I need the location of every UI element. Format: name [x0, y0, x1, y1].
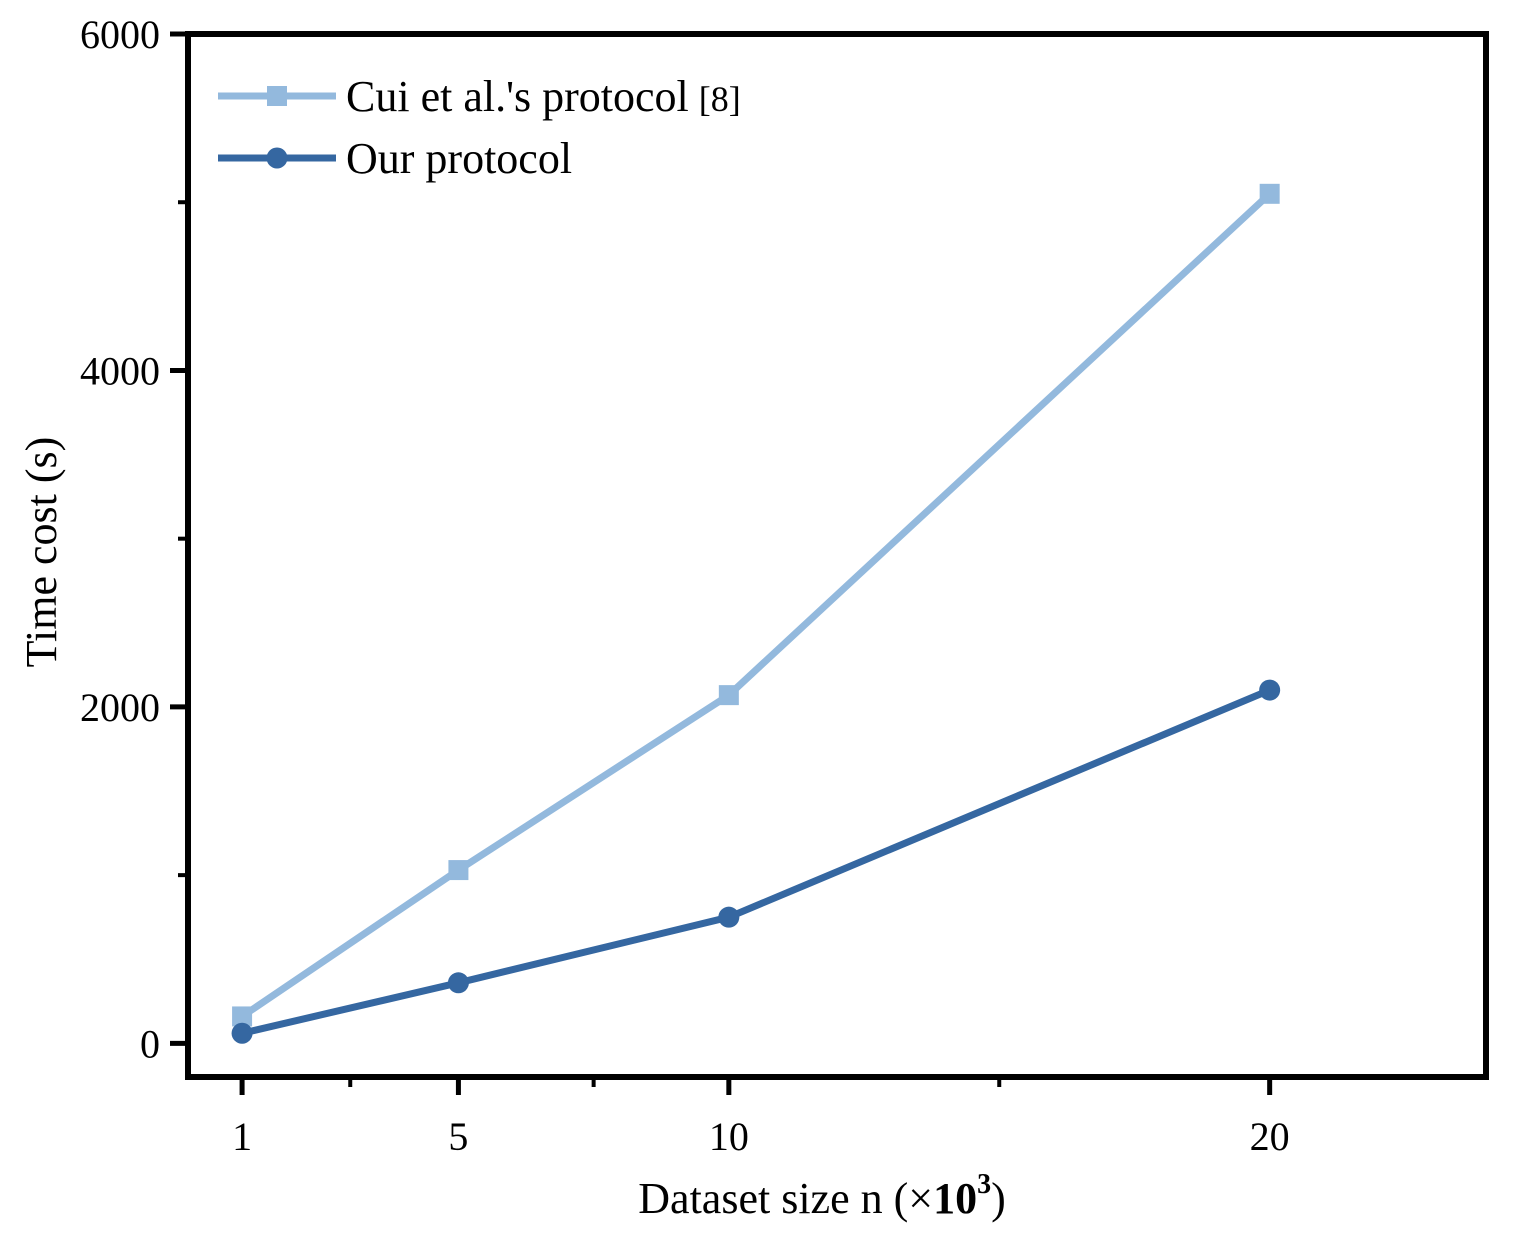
x-axis-label-exp-power: 3: [977, 1169, 991, 1200]
x-tick-label-3: 20: [1250, 1114, 1290, 1159]
legend-label-1: Our protocol: [346, 134, 572, 183]
series-layer: [231, 183, 1281, 1044]
legend-label-0: Cui et al.'s protocol [8]: [346, 72, 741, 121]
legend-ref-0: [8]: [699, 79, 741, 119]
y-tick-label-1: 2000: [80, 685, 160, 730]
x-axis-label-exp-base: 10: [933, 1174, 977, 1223]
x-tick-label-1: 5: [448, 1114, 468, 1159]
x-axis-label-close: ): [991, 1174, 1006, 1223]
series-1-point-0: [231, 1022, 253, 1044]
legend-marker-0: [267, 86, 287, 106]
y-axis-label: Time cost (s): [17, 437, 66, 668]
series-1-point-1: [447, 972, 469, 994]
x-tick-label-0: 1: [232, 1114, 252, 1159]
y-tick-label-3: 6000: [80, 12, 160, 57]
x-axis-label: Dataset size n (×103): [638, 1169, 1005, 1223]
x-tick-label-2: 10: [709, 1114, 749, 1159]
legend-marker-1: [266, 147, 288, 169]
series-1-point-3: [1259, 679, 1281, 701]
series-0-point-2: [718, 685, 739, 706]
plot-frame: [185, 31, 1489, 1080]
legend: Cui et al.'s protocol [8] Our protocol: [218, 72, 741, 183]
y-tick-label-0: 0: [140, 1021, 160, 1066]
series-0-point-1: [448, 860, 469, 881]
y-tick-label-2: 4000: [80, 348, 160, 393]
ticks-layer: 0 2000 4000 6000 1 5 10 20: [80, 12, 1290, 1159]
series-0-point-0: [232, 1006, 253, 1027]
series-line-1: [241, 686, 1272, 1037]
series-1-point-2: [718, 906, 740, 928]
x-axis-label-text: Dataset size n (×: [638, 1174, 933, 1223]
series-0-point-3: [1259, 183, 1280, 204]
series-line-0: [240, 191, 1273, 1020]
